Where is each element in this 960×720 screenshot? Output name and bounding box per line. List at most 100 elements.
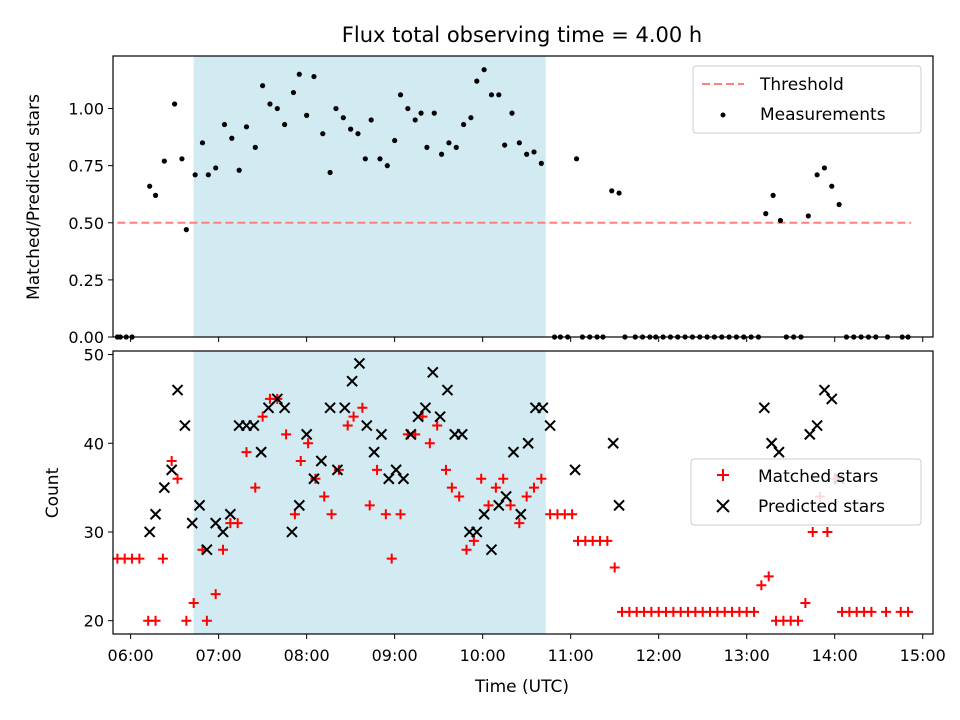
predicted-star-marker [368,446,380,458]
xtick-label: 07:00 [196,646,242,665]
legend-threshold-label: Threshold [759,75,844,95]
measurement-point [152,192,159,198]
predicted-star-marker [193,499,206,512]
matched-star-marker [241,447,252,458]
matched-star-marker [521,491,532,502]
measurement-point [502,142,508,148]
measurement-point [243,124,250,130]
measurement-point [333,105,339,112]
measurement-point [183,227,189,233]
measurement-point [418,110,424,116]
matched-star-marker [372,464,383,475]
top-panel: Flux total observing time = 4.00 h 0.00 0… [24,23,934,347]
measurement-point [147,183,153,189]
measurement-point [377,156,383,162]
matched-star-marker [432,420,443,431]
predicted-star-marker [353,357,366,370]
measurement-point [538,160,544,166]
matched-star-marker [134,553,145,564]
matched-star-marker [881,606,892,617]
legend-matched-label: Matched stars [758,467,878,487]
predicted-star-marker [804,428,816,441]
predicted-star-marker [383,473,395,485]
predicted-star-marker [286,526,298,538]
measurement-point [474,78,480,84]
measurement-point [368,117,374,123]
predicted-star-marker [765,437,778,449]
measurement-point [362,156,368,162]
matched-star-marker [498,473,509,484]
measurement-point [221,121,228,128]
predicted-star-marker [346,375,358,387]
predicted-star-marker [324,402,336,414]
bottom-axes-frame [112,350,934,635]
predicted-star-marker [522,437,534,449]
measurement-point [229,135,235,141]
matched-star-marker [395,509,406,520]
matched-star-marker [232,518,243,529]
predicted-star-marker [224,508,237,520]
measurement-point [311,73,317,80]
matched-star-marker [326,509,337,520]
measurement-point [438,151,445,157]
matched-star-marker [793,615,804,626]
predicted-star-marker [537,402,549,414]
matched-star-marker [172,473,183,484]
measurement-point [348,126,354,132]
bottom-panel: 20 30 40 50 06:00 07:00 08:00 09:00 10:00 11:00 1… [43,346,946,697]
measurement-point [509,110,515,116]
predicted-star-marker [569,464,581,476]
matched-star-marker [424,438,435,449]
measurement-point [446,140,452,146]
measurement-point [392,137,398,144]
predicted-star-marker [271,393,284,405]
measurement-point [296,71,302,77]
predicted-star-marker [419,402,432,414]
chart-title: Flux total observing time = 4.00 h [342,23,702,47]
matched-star-marker [800,597,811,608]
matched-star-marker [567,509,578,520]
measurement-point [267,101,273,107]
matched-star-marker [250,482,261,493]
measurement-point [573,156,580,162]
measurement-point [397,92,404,98]
measurement-point [205,172,211,178]
predicted-star-marker [361,419,373,432]
matched-star-marker [866,606,877,617]
matched-star-marker [364,500,375,511]
predicted-star-marker [171,384,184,396]
matched-star-marker [342,420,353,431]
predicted-star-marker [613,499,625,512]
measurement-point [431,110,437,116]
predicted-star-marker [412,410,424,423]
measurement-point [468,115,474,121]
matched-star-marker [201,615,212,626]
predicted-star-marker [217,526,229,538]
measurement-point [777,217,784,224]
measurement-point [616,190,622,196]
measurement-point [516,140,522,146]
matched-star-marker [218,544,229,555]
xtick-label: 08:00 [284,646,330,665]
measurement-point [829,183,835,189]
measurement-point [290,89,297,96]
xtick-label: 06:00 [108,646,154,665]
predicted-star-marker [515,508,527,520]
predicted-star-marker [826,393,838,405]
measurement-point [327,169,333,176]
matched-star-marker [763,571,774,582]
xtick-label: 12:00 [636,646,682,665]
predicted-star-marker [262,402,275,414]
measurement-point [172,101,178,107]
predicted-star-marker [315,455,328,467]
measurement-point [412,117,418,123]
measurement-point [213,165,219,171]
predicted-star-marker [390,464,402,476]
measurement-point [252,144,258,150]
predicted-star-marker [485,544,498,556]
matched-star-marker [319,491,330,502]
matched-star-marker [157,553,168,564]
top-legend: Threshold Measurements [692,65,922,134]
measurement-point [405,105,411,112]
measurement-point [814,172,820,178]
